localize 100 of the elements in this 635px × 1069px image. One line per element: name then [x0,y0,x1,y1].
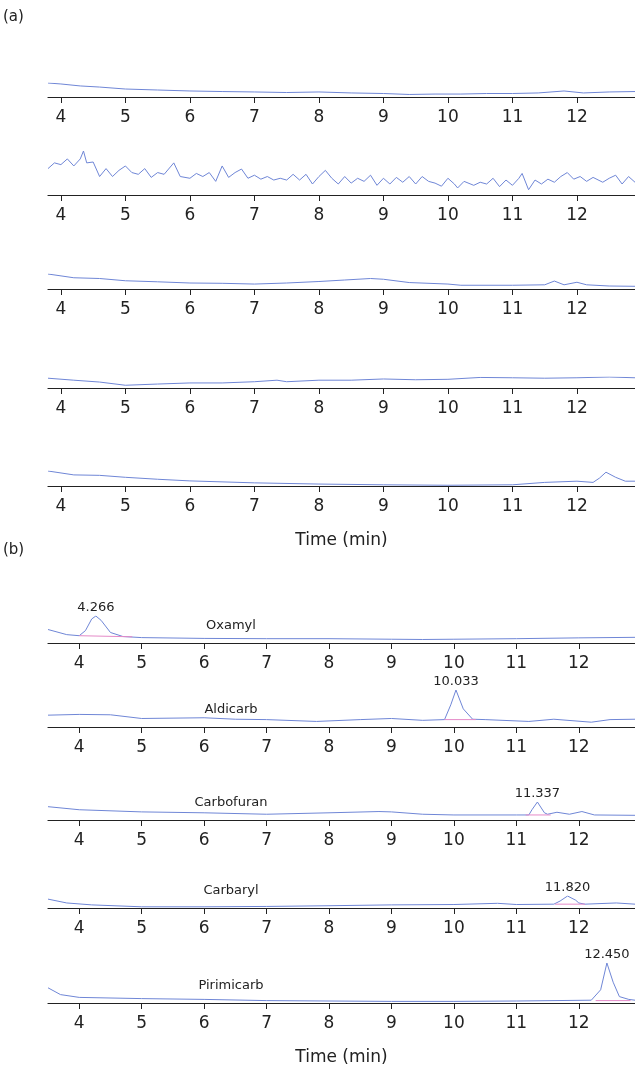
x-tick-label: 11 [505,651,528,672]
x-tick-label: 10 [443,828,465,849]
x-tick-label: 6 [184,494,196,515]
x-tick-label: 5 [119,494,131,515]
x-tick-label: 4 [73,651,85,672]
x-tick-label: 10 [437,494,459,515]
x-tick-label: 10 [437,105,459,126]
x-tick-label: 6 [198,735,210,756]
annotation: 11.337 [514,785,561,800]
x-tick-label: 10 [437,297,459,318]
x-tick-label: 8 [313,297,325,318]
annotation: 4.266 [77,599,115,614]
x-tick-label: 9 [386,735,397,756]
x-tick-label: 11 [501,297,524,318]
x-tick-label: 11 [505,916,528,937]
x-tick-label: 5 [119,297,131,318]
x-tick-label: 9 [378,297,389,318]
x-tick-label: 10 [443,916,465,937]
x-tick-label: 12 [567,916,590,937]
x-tick-label: 7 [249,105,260,126]
x-tick-label: 12 [566,494,588,515]
x-tick-label: 9 [386,916,397,937]
x-tick-label: 11 [501,105,524,126]
x-tick-label: 4 [55,494,67,515]
x-tick-label: 7 [261,1011,272,1032]
text: Aldicarb [204,701,258,716]
x-tick-label: 8 [323,1011,335,1032]
x-tick-label: 4 [73,828,85,849]
x-tick-label: 12 [567,828,590,849]
x-tick-label: 5 [119,203,131,224]
annotation: 10.033 [433,673,479,688]
x-tick-label: 11 [505,735,528,756]
x-tick-label: 5 [136,828,148,849]
x-tick-label: 5 [136,1011,148,1032]
x-tick-label: 12 [567,735,590,756]
x-tick-label: 4 [73,916,85,937]
x-tick-label: 5 [119,105,131,126]
x-tick-label: 7 [261,735,272,756]
x-tick-label: 5 [136,735,148,756]
x-tick-label: 9 [378,105,389,126]
chart-title: Carbaryl [203,882,259,897]
x-tick-label: 10 [443,735,465,756]
x-tick-label: 4 [73,735,85,756]
x-tick-label: 5 [119,396,131,417]
x-tick-label: 12 [566,396,588,417]
x-tick-label: 6 [198,651,210,672]
x-tick-label: 6 [184,297,196,318]
x-tick-label: 11 [501,494,524,515]
annotation: 11.820 [544,879,591,894]
x-tick-label: 10 [437,396,459,417]
x-axis-title: Time (min) [294,528,388,549]
x-tick-label: 5 [136,651,148,672]
x-tick-label: 10 [443,1011,465,1032]
x-tick-label: 7 [261,828,272,849]
x-tick-label: 12 [566,203,588,224]
annotation: 12.450 [584,946,630,961]
x-tick-label: 7 [261,916,272,937]
x-tick-label: 8 [323,916,335,937]
text: (b) [3,540,25,558]
x-tick-label: 11 [505,828,528,849]
x-tick-label: 4 [55,203,67,224]
x-tick-label: 7 [249,494,260,515]
x-tick-label: 5 [136,916,148,937]
x-tick-label: 7 [249,297,260,318]
x-tick-label: 7 [249,203,260,224]
x-tick-label: 9 [386,828,397,849]
x-tick-label: 9 [386,651,397,672]
x-tick-label: 10 [437,203,459,224]
x-tick-label: 8 [323,735,335,756]
x-tick-label: 6 [198,916,210,937]
text: (a) [3,7,24,25]
x-tick-label: 9 [386,1011,397,1032]
x-tick-label: 12 [566,105,588,126]
x-tick-label: 7 [249,396,260,417]
x-tick-label: 10 [443,651,465,672]
x-tick-label: 6 [184,105,196,126]
x-tick-label: 6 [184,396,196,417]
x-tick-label: 8 [323,828,335,849]
x-tick-label: 9 [378,203,389,224]
x-tick-label: 6 [184,203,196,224]
x-tick-label: 8 [313,396,325,417]
x-tick-label: 11 [501,203,524,224]
x-tick-label: 12 [566,297,588,318]
x-tick-label: 8 [313,203,325,224]
x-tick-label: 8 [313,494,325,515]
x-tick-label: 4 [55,105,67,126]
x-axis-title: Time (min) [294,1045,388,1066]
text: Pirimicarb [198,977,264,992]
chart-title: Carbofuran [194,794,268,809]
x-tick-label: 12 [567,1011,590,1032]
x-tick-label: 11 [505,1011,528,1032]
x-tick-label: 9 [378,494,389,515]
x-tick-label: 7 [261,651,272,672]
x-tick-label: 11 [501,396,524,417]
chart-title: Oxamyl [206,617,256,632]
x-tick-label: 4 [55,396,67,417]
x-tick-label: 8 [323,651,335,672]
x-tick-label: 6 [198,828,210,849]
x-tick-label: 12 [567,651,590,672]
x-tick-label: 8 [313,105,325,126]
